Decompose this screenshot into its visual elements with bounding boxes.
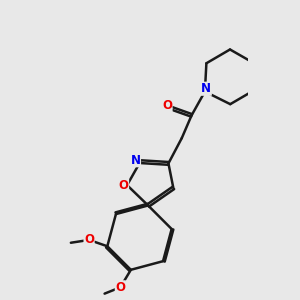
Text: O: O xyxy=(118,178,129,192)
Text: O: O xyxy=(84,233,94,246)
Text: O: O xyxy=(162,99,172,112)
Text: N: N xyxy=(201,82,211,95)
Text: O: O xyxy=(115,281,125,294)
Text: N: N xyxy=(130,154,140,167)
